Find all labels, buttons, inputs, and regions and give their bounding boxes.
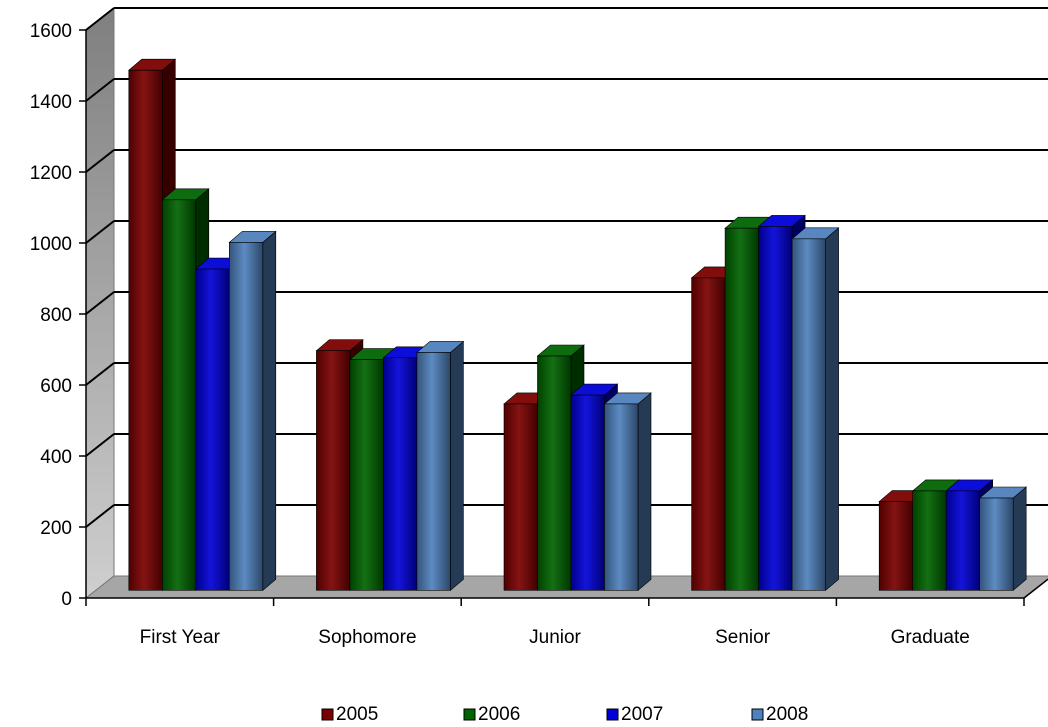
bar-front: [128, 69, 163, 591]
y-tick-label: 1600: [30, 21, 72, 42]
gridline-side: [85, 433, 115, 457]
legend-label-2008: 2008: [766, 704, 808, 725]
bar-front: [570, 394, 605, 591]
gridline-side: [85, 504, 115, 528]
x-category-label: Sophomore: [318, 627, 416, 648]
bar-front: [349, 359, 384, 591]
legend-swatch-2005: [321, 708, 334, 721]
legend-swatch-2008: [751, 708, 764, 721]
bar-front: [195, 268, 230, 591]
bar-front: [316, 350, 351, 591]
bar-front: [229, 242, 264, 591]
gridline-side: [85, 291, 115, 315]
bar-front: [383, 357, 418, 591]
bar-front: [537, 355, 572, 591]
gridline-side: [85, 149, 115, 173]
x-category-label: Graduate: [891, 627, 970, 648]
bar-front: [979, 497, 1014, 591]
gridline-side: [85, 7, 115, 31]
y-tick-label: 600: [40, 376, 72, 397]
x-category-label: Junior: [529, 627, 581, 648]
x-category-label: Senior: [715, 627, 771, 648]
bar-side: [262, 230, 277, 591]
bar-front: [878, 501, 914, 591]
y-tick-label: 800: [40, 305, 72, 326]
gridline-side: [85, 220, 115, 244]
bar-front: [758, 226, 793, 591]
bar-2008-first-year: [228, 230, 277, 591]
bar-front: [691, 277, 726, 591]
legend-label-2007: 2007: [621, 704, 663, 725]
y-tick-label: 400: [40, 447, 72, 468]
y-tick-label: 1200: [30, 163, 72, 184]
bar-front: [945, 490, 981, 591]
gridline-side: [85, 78, 115, 102]
bar-side: [1012, 486, 1027, 591]
bar-front: [604, 403, 639, 591]
bar-2008-sophomore: [416, 340, 465, 591]
bar-2008-senior: [791, 227, 840, 591]
legend-label-2006: 2006: [478, 704, 520, 725]
bar-side: [825, 227, 839, 591]
bar-front: [162, 199, 197, 591]
legend-swatch-2007: [606, 708, 619, 721]
y-tick-label: 200: [40, 518, 72, 539]
bar-front: [724, 227, 759, 591]
bar-side: [450, 340, 464, 591]
legend-label-2005: 2005: [336, 704, 378, 725]
x-axis-depth: [1023, 578, 1048, 599]
bar-front: [416, 352, 451, 591]
y-tick-label: 1400: [30, 92, 72, 113]
bar-front: [912, 490, 947, 591]
bar-2008-junior: [603, 392, 652, 591]
bar-front: [791, 238, 826, 591]
gridline-side: [85, 362, 115, 386]
y-tick-label: 1000: [30, 234, 72, 255]
y-tick-label: 0: [61, 589, 72, 610]
bar-side: [637, 392, 652, 591]
bar-2008-graduate: [978, 486, 1028, 591]
bar-front: [503, 403, 538, 591]
legend-swatch-2006: [463, 708, 476, 721]
x-category-label: First Year: [140, 627, 221, 648]
